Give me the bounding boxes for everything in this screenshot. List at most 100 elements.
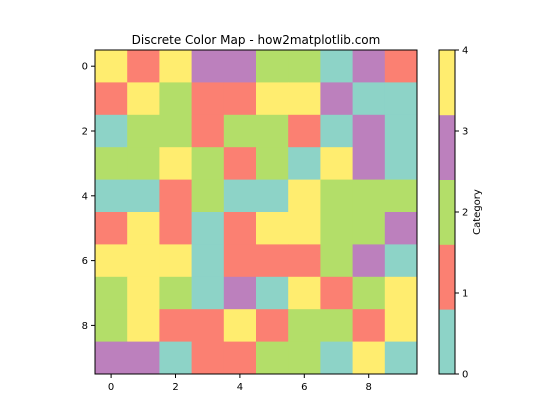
heatmap-cell	[127, 82, 160, 116]
y-tick-label: 0	[82, 62, 88, 73]
heatmap-cell	[223, 179, 257, 213]
heatmap-cell	[95, 82, 128, 116]
heatmap-cell	[127, 276, 160, 310]
heatmap-cell	[223, 114, 257, 148]
heatmap-cell	[352, 212, 386, 245]
heatmap-cell	[191, 50, 225, 83]
heatmap-cell	[95, 50, 128, 83]
heatmap-cell	[223, 341, 257, 375]
heatmap-cell	[191, 82, 225, 116]
heatmap-cell	[159, 114, 192, 148]
heatmap-cell	[352, 341, 386, 375]
heatmap-cell	[256, 147, 289, 180]
heatmap-cell	[288, 147, 321, 180]
colorbar-tick-label: 2	[462, 208, 468, 219]
heatmap-cell	[256, 50, 289, 83]
heatmap-cell	[191, 212, 225, 245]
colorbar: 0 1 2 3 4	[438, 46, 468, 381]
heatmap-cell	[159, 179, 192, 213]
y-tick-label: 8	[82, 321, 88, 332]
heatmap-cell	[352, 244, 386, 278]
colorbar-tick-label: 0	[462, 370, 468, 381]
colorbar-tick-label: 1	[462, 289, 468, 300]
heatmap-cell	[320, 276, 353, 310]
heatmap-cell	[320, 147, 353, 180]
colorbar-segment	[439, 244, 455, 310]
heatmap-cell	[95, 341, 128, 375]
heatmap-cell	[288, 82, 321, 116]
heatmap-cell	[256, 341, 289, 375]
heatmap-cell	[256, 244, 289, 278]
heatmap-cell	[320, 212, 353, 245]
heatmap-cell	[256, 179, 289, 213]
plot-frame	[94, 49, 418, 375]
heatmap-cell	[95, 244, 128, 278]
heatmap-cell	[127, 179, 160, 213]
heatmap-cell	[256, 82, 289, 116]
heatmap-cell	[191, 244, 225, 278]
x-axis: 0 2 4 6 8	[108, 374, 372, 393]
heatmap-cell	[384, 212, 418, 245]
heatmap-cell	[352, 114, 386, 148]
heatmap-cell	[223, 82, 257, 116]
heatmap-cell	[320, 244, 353, 278]
x-tick-label: 8	[366, 382, 372, 393]
x-tick-label: 2	[172, 382, 178, 393]
heatmap-cell	[256, 276, 289, 310]
heatmap-cell	[159, 341, 192, 375]
colorbar-segment	[439, 114, 455, 180]
heatmap-cell	[288, 114, 321, 148]
heatmap-cell	[191, 309, 225, 342]
y-tick-label: 2	[82, 127, 88, 138]
colorbar-segment	[439, 179, 455, 245]
heatmap-cell	[95, 179, 128, 213]
heatmap-cell	[384, 50, 418, 83]
heatmap-cell	[127, 309, 160, 342]
heatmap-cell	[288, 179, 321, 213]
heatmap-cell	[95, 276, 128, 310]
heatmap-cell	[159, 50, 192, 83]
colorbar-label: Category	[472, 189, 483, 235]
heatmap-cell	[384, 276, 418, 310]
heatmap-cell	[384, 179, 418, 213]
heatmap-cell	[127, 114, 160, 148]
heatmap-cell	[288, 50, 321, 83]
heatmap-cell	[384, 309, 418, 342]
heatmap-cell	[288, 309, 321, 342]
heatmap-cell	[320, 82, 353, 116]
y-tick-label: 6	[82, 256, 88, 267]
heatmap-cell	[384, 244, 418, 278]
heatmap-cell	[127, 244, 160, 278]
colorbar-tick-label: 3	[462, 127, 468, 138]
heatmap-cell	[191, 276, 225, 310]
heatmap-cell	[384, 341, 418, 375]
heatmap-cell	[223, 276, 257, 310]
heatmap-cell	[127, 147, 160, 180]
heatmap-cell	[352, 276, 386, 310]
heatmap-cell	[223, 244, 257, 278]
heatmap-cell	[384, 147, 418, 180]
heatmap-cell	[223, 212, 257, 245]
heatmap-cell	[95, 212, 128, 245]
colorbar-segment	[439, 50, 455, 116]
heatmap-cell	[256, 309, 289, 342]
heatmap-cell	[352, 309, 386, 342]
heatmap-cell	[320, 341, 353, 375]
heatmap-cell	[288, 341, 321, 375]
heatmap-cell	[159, 309, 192, 342]
heatmap-cell	[127, 50, 160, 83]
heatmap-cell	[320, 179, 353, 213]
colorbar-tick-label: 4	[462, 46, 468, 57]
heatmap-cell	[352, 147, 386, 180]
heatmap-cell	[384, 82, 418, 116]
heatmap-cell	[223, 147, 257, 180]
heatmap-cell	[127, 212, 160, 245]
heatmap-cell	[191, 114, 225, 148]
heatmap-cell	[159, 212, 192, 245]
x-tick-label: 4	[237, 382, 243, 393]
heatmap-cell	[223, 50, 257, 83]
y-tick-label: 4	[82, 191, 88, 202]
heatmap-cell	[159, 82, 192, 116]
y-axis: 0 2 4 6 8	[82, 62, 95, 332]
heatmap-cell	[288, 244, 321, 278]
